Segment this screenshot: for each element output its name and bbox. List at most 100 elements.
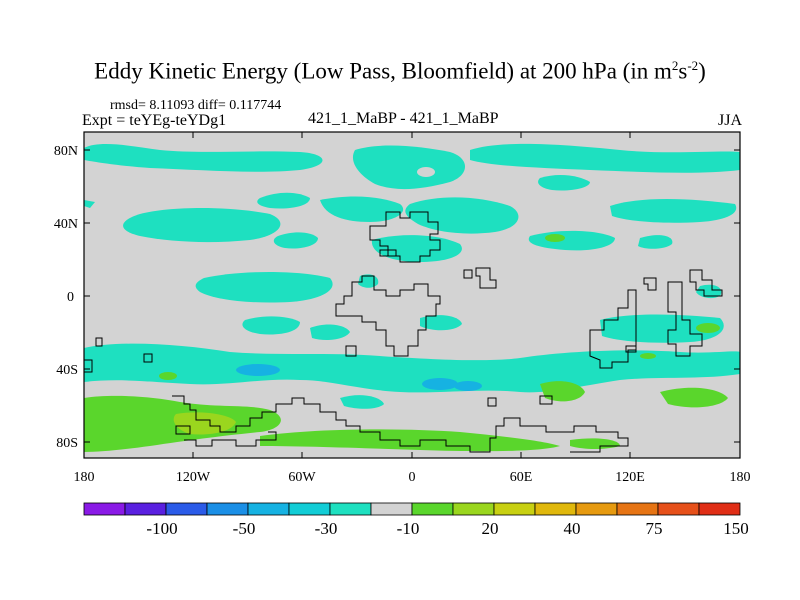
lat-label-0: 0 (67, 290, 74, 305)
lat-tick-marks (84, 149, 740, 443)
coastline (539, 395, 553, 405)
contour-region (320, 196, 404, 222)
contour-region (260, 429, 560, 452)
contour-region (545, 234, 565, 242)
coastline (335, 275, 441, 357)
coastline (143, 353, 153, 363)
contour-region (405, 197, 519, 234)
lat-label-80n: 80N (54, 144, 78, 159)
contour-region (640, 353, 656, 359)
colorbar-label: 40 (564, 519, 581, 538)
contour-region (454, 381, 482, 391)
colorbar-box (206, 502, 249, 516)
contour-region (242, 316, 300, 335)
contour-region (273, 232, 318, 249)
contour-region (195, 272, 333, 303)
colorbar-labels: -100 -50 -30 -10 20 40 75 150 (146, 519, 748, 538)
lat-label-40s: 40S (56, 363, 78, 378)
coastline (625, 345, 637, 353)
contour-region (696, 323, 720, 333)
colorbar-box (452, 502, 495, 516)
contour-region (538, 175, 590, 191)
coastline (379, 249, 397, 257)
colorbar-box (698, 502, 741, 516)
lon-label-120e: 120E (615, 470, 645, 485)
colorbar-label: -30 (315, 519, 338, 538)
colorbar-box (83, 502, 126, 516)
contour-region (417, 167, 435, 177)
contour-region (638, 235, 673, 249)
lon-label-60w: 60W (288, 470, 316, 485)
contour-region (84, 144, 323, 172)
colorbar-label: 150 (723, 519, 749, 538)
colorbar-label: 20 (482, 519, 499, 538)
coastline (184, 431, 277, 447)
contour-region (660, 387, 728, 408)
contour-region (470, 143, 740, 173)
colorbar-box (493, 502, 536, 516)
coastline (175, 425, 191, 435)
coastline (667, 281, 703, 357)
contour-region (257, 192, 310, 209)
colorbar-box (575, 502, 618, 516)
lon-tick-labels: 180 120W 60W 0 60E 120E 180 (74, 470, 751, 485)
coastline (172, 395, 629, 453)
lon-tick-marks (83, 132, 741, 458)
coastline (369, 211, 441, 263)
contour-region (123, 208, 281, 243)
coastline (84, 359, 93, 373)
coastline (463, 269, 473, 279)
contour-region (420, 315, 462, 331)
colorbar-label: -10 (397, 519, 420, 538)
lat-tick-labels: 80N 40N 0 40S 80S (54, 144, 78, 451)
coastline (589, 289, 637, 369)
colorbar (83, 502, 741, 516)
contour-fields (84, 143, 740, 452)
season-label: JJA (717, 112, 742, 129)
colorbar-box (288, 502, 331, 516)
colorbar-box (165, 502, 208, 516)
lat-label-80s: 80S (56, 436, 78, 451)
lon-label-180e: 180 (730, 470, 751, 485)
colorbar-label: -100 (146, 519, 177, 538)
contour-region (84, 200, 95, 208)
contour-region (310, 324, 350, 340)
colorbar-box (411, 502, 454, 516)
lat-label-40n: 40N (54, 217, 78, 232)
contour-region (358, 274, 379, 288)
colorbar-box (657, 502, 700, 516)
lon-label-60e: 60E (510, 470, 533, 485)
coastline (643, 277, 657, 291)
map-title: Eddy Kinetic Energy (Low Pass, Bloomfiel… (94, 58, 706, 84)
colorbar-label: 75 (646, 519, 663, 538)
lon-label-180w: 180 (74, 470, 95, 485)
contour-region (696, 284, 722, 299)
colorbar-box (329, 502, 372, 516)
colorbar-box (616, 502, 659, 516)
colorbar-label: -50 (233, 519, 256, 538)
coastline (487, 397, 497, 407)
colorbar-box (247, 502, 290, 516)
contour-region (159, 372, 177, 380)
experiment-label: Expt = teYEg-teYDg1 (82, 112, 227, 129)
lon-label-0: 0 (409, 470, 416, 485)
coastline (475, 267, 497, 289)
run-comparison-label: 421_1_MaBP - 421_1_MaBP (308, 110, 499, 127)
coastlines (84, 211, 723, 453)
contour-region (84, 343, 740, 393)
coastline (689, 269, 723, 297)
contour-region (371, 235, 462, 262)
contour-region (340, 395, 384, 409)
coastline (345, 345, 357, 357)
contour-region (352, 145, 465, 190)
coastline (95, 337, 103, 347)
contour-region (422, 378, 458, 390)
colorbar-box (534, 502, 577, 516)
contour-region (600, 314, 724, 343)
stats-label: rmsd= 8.11093 diff= 0.117744 (110, 98, 282, 113)
lon-label-120w: 120W (176, 470, 211, 485)
colorbar-box (370, 502, 413, 516)
colorbar-box (124, 502, 167, 516)
contour-region (610, 199, 737, 223)
